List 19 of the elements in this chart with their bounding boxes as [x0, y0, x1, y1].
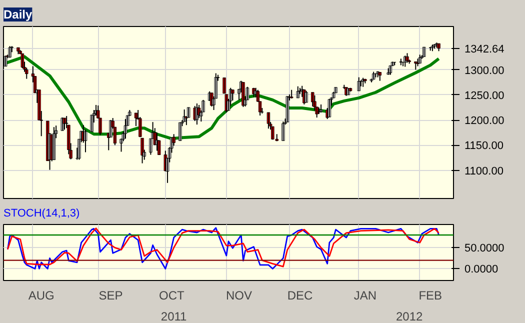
x-tick-label: FEB [418, 288, 442, 302]
y-tick-label: 1200.00 [464, 115, 504, 128]
x-tick-label: JAN [354, 288, 377, 302]
chart-title: Daily [4, 8, 33, 22]
x-tick-label: SEP [98, 288, 123, 302]
chart-title: STOCH(14,1,3) [4, 208, 80, 220]
y-tick-label: 0.0000 [464, 264, 498, 276]
x-tick-label: OCT [159, 288, 186, 302]
y-tick-label: 50.0000 [464, 242, 504, 255]
y-tick-label: 1250.00 [464, 90, 504, 102]
y-tick-label: 1100.00 [464, 165, 504, 178]
x2-tick-label: 2012 [396, 310, 424, 323]
y-tick-label: 1342.64 [464, 43, 504, 56]
y-tick-label: 1300.00 [464, 64, 504, 77]
x-tick-label: AUG [28, 288, 54, 302]
x-tick-label: NOV [226, 288, 252, 302]
y-tick-label: 1150.00 [464, 140, 504, 152]
x2-tick-label: 2011 [160, 310, 188, 323]
x-tick-label: DEC [287, 288, 313, 302]
